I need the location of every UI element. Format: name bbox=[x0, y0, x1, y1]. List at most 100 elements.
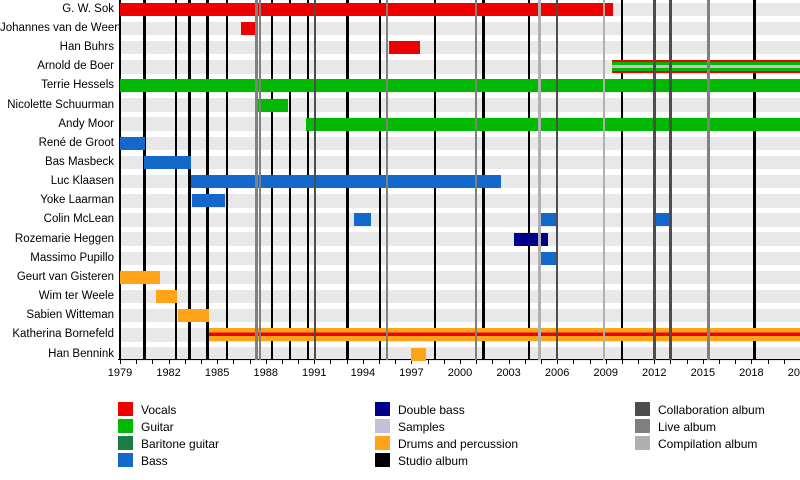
axis-tick-label: 1982 bbox=[156, 367, 181, 379]
member-bar bbox=[612, 60, 800, 74]
axis-tick bbox=[330, 360, 332, 364]
axis-tick bbox=[589, 360, 591, 364]
axis-tick bbox=[281, 360, 283, 364]
axis-tick bbox=[638, 360, 640, 364]
axis-tick bbox=[605, 360, 607, 364]
row-band bbox=[120, 308, 800, 323]
member-label: Yoke Laarman bbox=[40, 194, 114, 207]
album-line-collaboration bbox=[669, 0, 672, 360]
axis-tick bbox=[686, 360, 688, 364]
legend-label: Vocals bbox=[141, 403, 177, 417]
axis-tick bbox=[767, 360, 769, 364]
member-label: René de Groot bbox=[38, 136, 114, 149]
axis-tick bbox=[621, 360, 623, 364]
x-axis-line bbox=[118, 359, 800, 360]
y-axis-border bbox=[118, 0, 121, 360]
album-line-studio bbox=[174, 0, 178, 360]
member-bar bbox=[540, 251, 558, 265]
axis-tick-label: 2021 bbox=[787, 367, 800, 379]
axis-tick bbox=[168, 360, 170, 364]
album-line-compilation bbox=[602, 0, 606, 360]
album-line-live bbox=[258, 0, 262, 360]
legend-swatch-drums bbox=[375, 436, 390, 450]
row-band bbox=[120, 251, 800, 265]
member-label: Bas Masbeck bbox=[44, 156, 114, 168]
album-line-live bbox=[255, 0, 258, 360]
axis-tick bbox=[735, 360, 737, 364]
member-bar bbox=[120, 136, 146, 150]
member-bar bbox=[120, 270, 161, 284]
member-label: Luc Klaasen bbox=[50, 175, 114, 188]
member-bar bbox=[120, 79, 800, 93]
row-band bbox=[120, 270, 800, 285]
row-band bbox=[120, 232, 800, 246]
member-label: Han Bennink bbox=[48, 347, 114, 360]
legend-label: Guitar bbox=[141, 420, 174, 434]
album-line-studio bbox=[620, 0, 624, 360]
member-label: Geurt van Gisteren bbox=[16, 270, 114, 283]
album-line-collaboration bbox=[555, 0, 559, 360]
axis-tick-label: 2012 bbox=[642, 367, 667, 379]
member-label: Massimo Pupillo bbox=[30, 251, 114, 264]
axis-tick-label: 1991 bbox=[302, 367, 327, 379]
axis-tick-label: 2003 bbox=[496, 367, 521, 379]
axis-tick bbox=[120, 360, 121, 364]
axis-tick bbox=[476, 360, 478, 364]
album-line-live bbox=[385, 0, 389, 360]
axis-tick-label: 2000 bbox=[447, 367, 473, 379]
axis-tick bbox=[670, 360, 672, 364]
member-label: Colin McLean bbox=[43, 213, 114, 226]
album-line-collaboration bbox=[313, 0, 317, 360]
member-label: Johannes van de Weert bbox=[0, 21, 122, 34]
member-bar bbox=[144, 156, 192, 169]
legend-swatch-guitar bbox=[118, 419, 133, 433]
row-band bbox=[120, 98, 800, 112]
axis-tick bbox=[346, 360, 348, 364]
axis-tick bbox=[783, 360, 785, 364]
axis-tick bbox=[184, 360, 186, 364]
album-line-studio bbox=[527, 0, 531, 360]
axis-tick bbox=[314, 360, 316, 364]
axis-tick bbox=[540, 360, 542, 364]
member-bar bbox=[120, 2, 613, 16]
member-bar bbox=[514, 232, 549, 246]
member-bar bbox=[653, 213, 670, 227]
axis-tick-label: 2009 bbox=[593, 367, 618, 379]
legend-label: Bass bbox=[141, 454, 168, 468]
axis-tick-label: 1979 bbox=[107, 367, 133, 379]
member-bar bbox=[411, 347, 426, 361]
member-bar bbox=[388, 41, 420, 55]
axis-tick bbox=[460, 360, 461, 364]
axis-tick bbox=[362, 360, 364, 364]
member-bar bbox=[155, 290, 177, 304]
album-line-studio bbox=[142, 0, 146, 360]
member-bar bbox=[306, 117, 800, 131]
axis-tick bbox=[573, 360, 575, 364]
legend-label: Studio album bbox=[398, 454, 469, 468]
axis-tick bbox=[492, 360, 494, 364]
row-band bbox=[120, 213, 800, 227]
axis-tick bbox=[427, 360, 429, 364]
legend-label: Drums and percussion bbox=[398, 437, 519, 451]
axis-tick bbox=[249, 360, 251, 364]
row-band bbox=[120, 136, 800, 151]
axis-tick-label: 1994 bbox=[350, 367, 376, 379]
axis-tick bbox=[136, 360, 138, 364]
axis-tick bbox=[411, 360, 413, 364]
member-label: Arnold de Boer bbox=[37, 60, 114, 73]
member-bar bbox=[191, 175, 502, 189]
album-line-live bbox=[707, 0, 710, 360]
member-bar bbox=[537, 213, 558, 227]
axis-tick bbox=[508, 360, 510, 364]
member-label: Han Buhrs bbox=[59, 41, 114, 54]
axis-tick bbox=[719, 360, 721, 364]
member-bar bbox=[241, 21, 258, 35]
axis-tick bbox=[751, 360, 753, 364]
legend-label: Baritone guitar bbox=[141, 437, 220, 451]
axis-tick bbox=[200, 360, 202, 364]
legend-label: Compilation album bbox=[658, 437, 758, 451]
legend-swatch-compilation bbox=[635, 436, 650, 450]
axis-tick-label: 2018 bbox=[739, 367, 764, 379]
album-line-studio bbox=[188, 0, 191, 360]
